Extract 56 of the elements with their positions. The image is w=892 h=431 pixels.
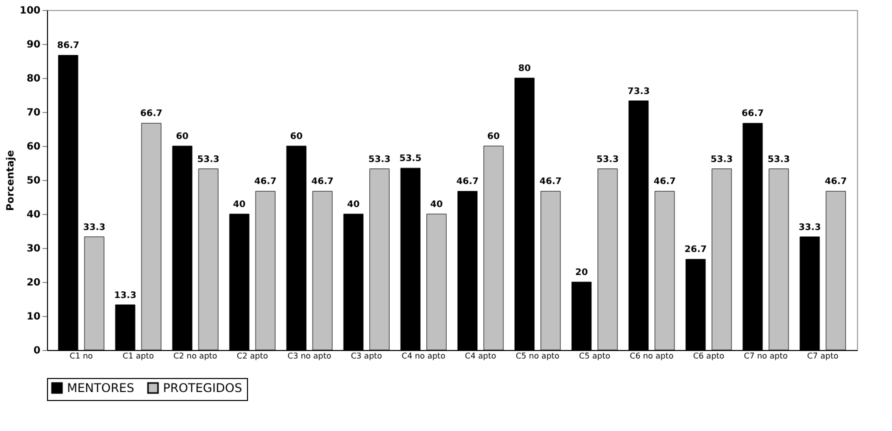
x-tick-label: C1 apto [122,352,154,360]
data-label: 46.7 [311,177,334,188]
data-label: 33.3 [798,222,821,233]
data-label: 73.3 [628,86,650,97]
legend-label: MENTORES [67,381,134,395]
x-tick-label: C6 apto [693,352,724,360]
x-tick-label: C6 no apto [630,352,674,360]
data-label: 46.7 [539,177,562,188]
data-label: 20 [575,268,588,278]
data-label: 33.3 [83,222,106,233]
x-tick-label: C7 apto [807,352,838,360]
data-label: 53.3 [368,154,391,165]
data-label: 46.7 [254,177,276,188]
data-label: 53.3 [710,154,733,165]
data-label: 46.7 [456,177,479,188]
y-tick-label: 80 [26,74,41,84]
x-tick-label: C7 no apto [744,352,788,360]
data-label: 53.3 [768,154,790,165]
y-tick-label: 40 [26,210,41,220]
x-tick-label: C2 no apto [173,352,218,360]
y-tick-label: 30 [26,244,41,254]
data-label: 60 [290,132,303,142]
data-label: 53.3 [596,154,619,165]
data-label: 53.5 [399,154,422,164]
data-label: 86.7 [57,41,80,52]
y-tick-label: 60 [26,142,41,152]
x-tick-label: C1 no [70,352,93,360]
y-tick-label: 50 [26,176,41,186]
x-tick-label: C5 no apto [516,352,560,360]
data-label: 53.3 [197,154,220,165]
data-label: 26.7 [684,245,707,256]
data-label: 46.7 [824,177,847,188]
y-axis-title: Porcentaje [6,150,17,211]
legend-label: PROTEGIDOS [163,381,242,395]
x-tick-label: C4 apto [464,352,496,360]
y-tick-label: 90 [26,40,41,50]
y-tick-label: 10 [26,312,41,322]
y-tick-label: 20 [26,278,41,288]
data-label: 66.7 [140,109,162,120]
x-tick-label: C5 apto [578,352,610,360]
data-label: 60 [176,132,189,142]
x-tick-label: C4 no apto [402,352,446,360]
data-label: 40 [233,200,246,210]
x-tick-label: C3 apto [350,352,382,360]
data-label: 66.7 [742,109,764,120]
y-tick-label: 0 [34,346,41,356]
data-label: 13.3 [114,290,136,301]
y-tick-label: 70 [26,108,41,118]
data-label: 60 [487,132,500,142]
x-tick-label: C2 apto [236,352,268,360]
data-label: 40 [430,200,443,210]
y-tick-label: 100 [20,6,41,16]
x-tick-label: C3 no apto [288,352,332,360]
data-label: 46.7 [654,177,676,188]
data-label: 40 [347,200,360,210]
data-label: 80 [518,64,531,74]
